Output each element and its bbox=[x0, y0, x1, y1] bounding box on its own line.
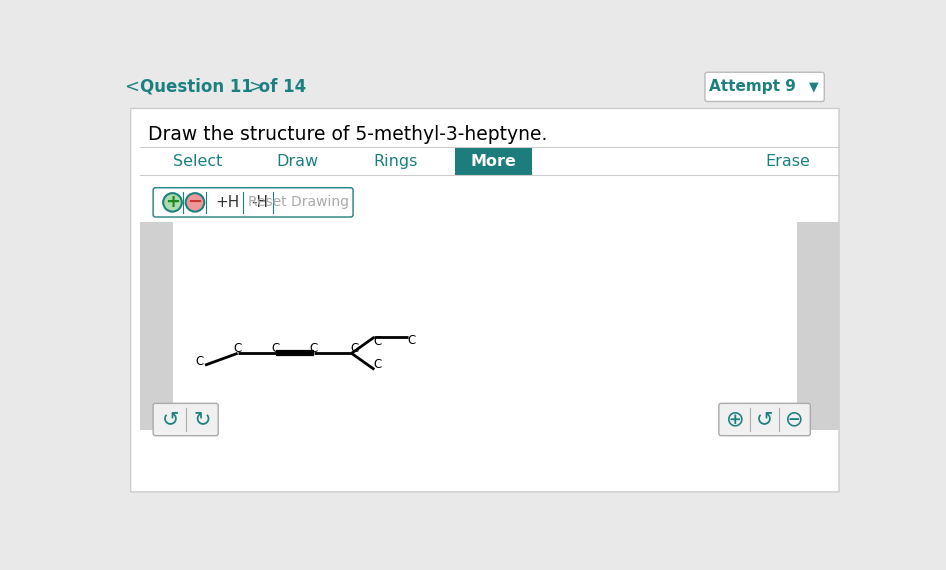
Text: C: C bbox=[234, 342, 242, 355]
Text: C: C bbox=[196, 355, 203, 368]
Circle shape bbox=[164, 193, 182, 211]
Text: Rings: Rings bbox=[374, 154, 418, 169]
Bar bbox=[118, 68, 851, 105]
Bar bbox=[140, 222, 172, 430]
Text: C: C bbox=[374, 335, 381, 348]
Text: C: C bbox=[351, 342, 359, 355]
Text: Draw: Draw bbox=[276, 154, 319, 169]
Text: More: More bbox=[470, 154, 517, 169]
Text: Reset Drawing: Reset Drawing bbox=[248, 196, 349, 209]
Text: ▼: ▼ bbox=[810, 80, 819, 93]
Text: C: C bbox=[272, 342, 280, 355]
FancyBboxPatch shape bbox=[153, 188, 353, 217]
Text: >: > bbox=[249, 78, 263, 96]
FancyBboxPatch shape bbox=[705, 72, 824, 101]
Text: Select: Select bbox=[173, 154, 222, 169]
Text: <: < bbox=[125, 78, 139, 96]
Text: ↺: ↺ bbox=[162, 409, 180, 430]
Text: +: + bbox=[165, 193, 180, 211]
Text: +H: +H bbox=[216, 195, 239, 210]
Text: Question 11 of 14: Question 11 of 14 bbox=[140, 78, 307, 96]
Text: C: C bbox=[309, 342, 318, 355]
Bar bbox=[455, 148, 532, 174]
Bar bbox=[797, 222, 839, 430]
Circle shape bbox=[185, 193, 204, 211]
FancyBboxPatch shape bbox=[719, 404, 811, 435]
Text: C: C bbox=[408, 335, 415, 348]
Text: ↺: ↺ bbox=[756, 409, 773, 430]
Text: ⊕: ⊕ bbox=[726, 409, 745, 430]
Text: Erase: Erase bbox=[765, 154, 811, 169]
Text: Draw the structure of 5-methyl-3-heptyne.: Draw the structure of 5-methyl-3-heptyne… bbox=[148, 125, 547, 144]
Text: -H: -H bbox=[252, 195, 269, 210]
Text: ⊖: ⊖ bbox=[785, 409, 803, 430]
FancyBboxPatch shape bbox=[153, 404, 219, 435]
Text: −: − bbox=[187, 193, 202, 211]
Text: Attempt 9: Attempt 9 bbox=[709, 79, 796, 95]
FancyBboxPatch shape bbox=[131, 108, 839, 492]
Text: C: C bbox=[374, 359, 381, 371]
Text: ↻: ↻ bbox=[193, 409, 211, 430]
